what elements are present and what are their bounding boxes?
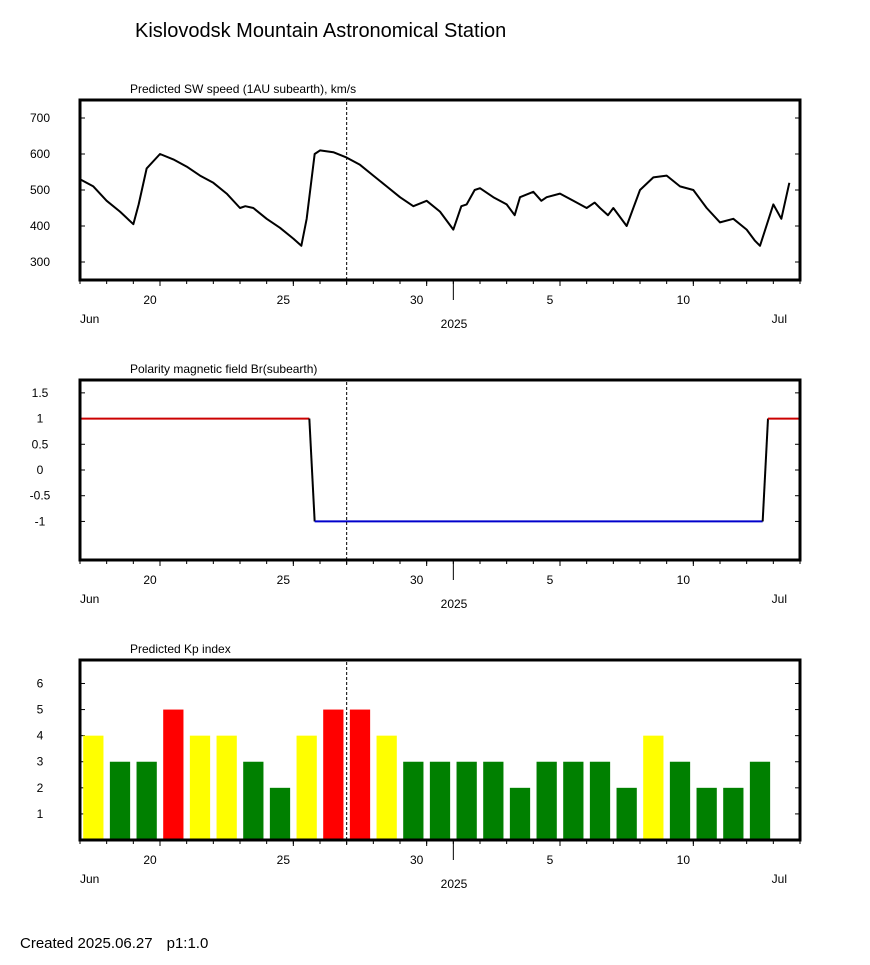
x-year-label: 2025	[441, 317, 468, 331]
y-tick-label: 500	[30, 183, 50, 197]
kp-bar	[429, 761, 451, 840]
kp-bar	[403, 761, 424, 840]
x-month-label-left: Jun	[80, 312, 99, 326]
page-title: Kislovodsk Mountain Astronomical Station	[135, 20, 507, 42]
x-month-label-right: Jul	[772, 592, 787, 606]
created-date: Created 2025.06.27	[20, 935, 153, 952]
kp-bar	[723, 787, 744, 840]
kp-bar	[136, 761, 157, 840]
kp-bar	[376, 735, 397, 840]
chart-title: Predicted SW speed (1AU subearth), km/s	[130, 82, 356, 96]
kp-bar	[216, 735, 237, 840]
y-tick-label: 5	[37, 703, 44, 717]
kp-bar	[483, 761, 504, 840]
plot-frame	[78, 658, 802, 842]
kp-bar	[589, 761, 611, 840]
kp-bar	[643, 735, 664, 840]
x-tick-label: 25	[277, 853, 291, 867]
y-tick-label: 400	[30, 219, 50, 233]
x-tick-label: 10	[677, 573, 691, 587]
kp-bar	[696, 787, 717, 840]
y-tick-label: 1	[37, 807, 44, 821]
x-tick-label: 10	[677, 853, 691, 867]
y-tick-label: 6	[37, 676, 44, 690]
kp-bar	[749, 761, 771, 840]
x-tick-label: 30	[410, 293, 424, 307]
kp-bar	[616, 787, 637, 840]
x-tick-label: 20	[143, 293, 157, 307]
sw-speed-line	[79, 149, 791, 247]
plot-frame	[78, 98, 802, 282]
chart-title: Predicted Kp index	[130, 642, 231, 656]
polarity-line-segment	[761, 418, 769, 522]
kp-bar	[189, 735, 211, 840]
kp-bar	[536, 761, 557, 840]
polarity-line-segment	[308, 418, 316, 522]
x-tick-label: 5	[547, 293, 554, 307]
kp-bar	[456, 761, 477, 840]
kp-bar	[323, 709, 344, 840]
y-tick-label: 0.5	[32, 437, 49, 451]
footer: Created 2025.06.27 p1:1.0	[20, 935, 208, 952]
y-tick-label: 0	[37, 463, 44, 477]
y-tick-label: 3	[37, 755, 44, 769]
kp-bar	[109, 761, 131, 840]
x-tick-label: 20	[143, 573, 157, 587]
x-month-label-left: Jun	[80, 872, 99, 886]
chart-title: Polarity magnetic field Br(subearth)	[130, 362, 317, 376]
x-tick-label: 25	[277, 573, 291, 587]
y-tick-label: 600	[30, 147, 50, 161]
x-tick-label: 5	[547, 573, 554, 587]
kp-bar	[349, 709, 371, 840]
y-tick-label: 300	[30, 255, 50, 269]
y-tick-label: 700	[30, 111, 50, 125]
x-month-label-left: Jun	[80, 592, 99, 606]
x-tick-label: 30	[410, 573, 424, 587]
page-id: p1:1.0	[166, 935, 209, 952]
kp-bar	[296, 735, 317, 840]
chart-panel-1: Predicted SW speed (1AU subearth), km/s 3…	[30, 82, 802, 331]
kp-bar	[163, 709, 184, 840]
plot-frame	[78, 378, 802, 562]
x-month-label-right: Jul	[772, 872, 787, 886]
kp-bar	[669, 761, 691, 840]
kp-bar	[509, 787, 531, 840]
kp-bar	[269, 787, 291, 840]
y-tick-label: 2	[37, 781, 44, 795]
x-tick-label: 30	[410, 853, 424, 867]
kp-bar	[83, 735, 104, 840]
x-tick-label: 20	[143, 853, 157, 867]
x-tick-label: 10	[677, 293, 691, 307]
y-tick-label: 4	[37, 729, 44, 743]
kp-bar	[243, 761, 264, 840]
kp-bar	[563, 761, 584, 840]
x-year-label: 2025	[441, 877, 468, 891]
x-year-label: 2025	[441, 597, 468, 611]
x-month-label-right: Jul	[772, 312, 787, 326]
y-tick-label: -0.5	[30, 489, 51, 503]
y-tick-label: -1	[35, 514, 46, 528]
y-tick-label: 1.5	[32, 386, 49, 400]
y-tick-label: 1	[37, 412, 44, 426]
chart-panel-2: Polarity magnetic field Br(subearth) 1.5 1…	[30, 362, 802, 611]
x-tick-label: 25	[277, 293, 291, 307]
x-tick-label: 5	[547, 853, 554, 867]
